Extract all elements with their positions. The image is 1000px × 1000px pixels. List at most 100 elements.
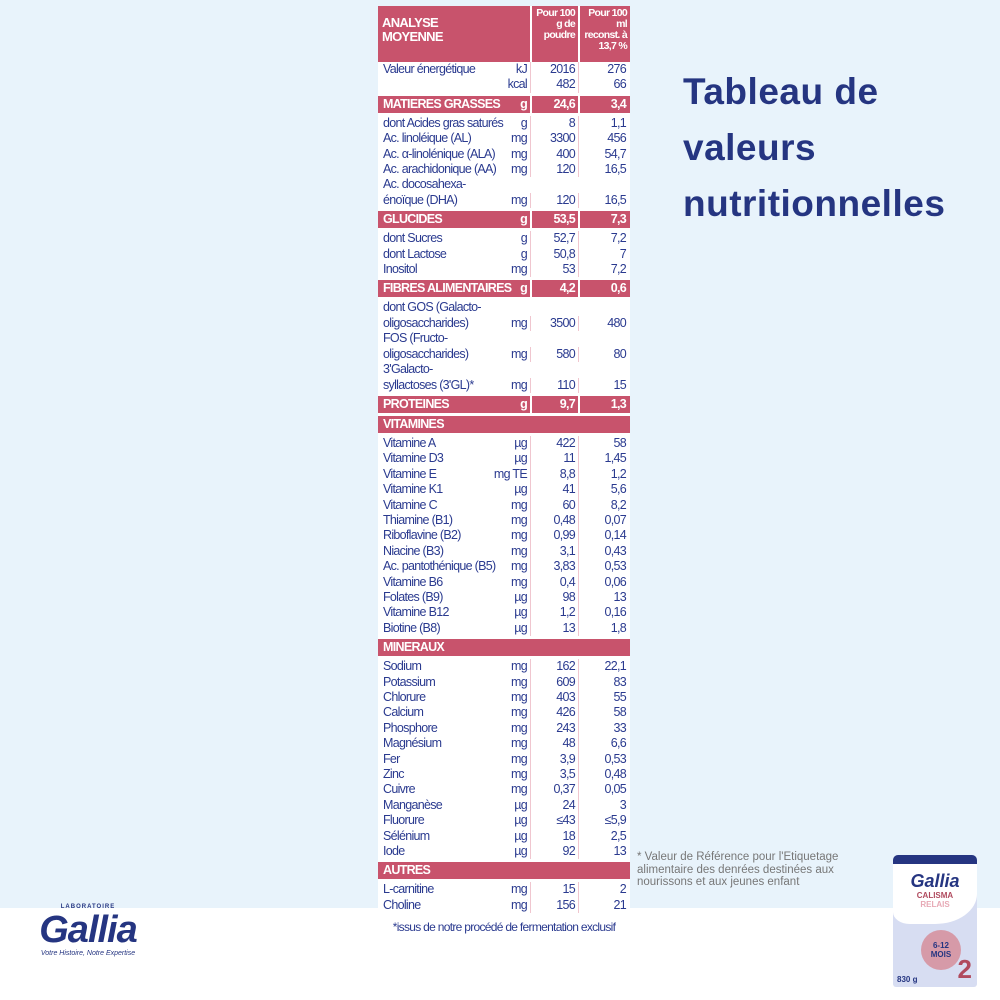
nutrient-name: AUTRES bbox=[383, 863, 431, 878]
nutrient-name: Potassium bbox=[383, 674, 436, 689]
unit: mg bbox=[511, 559, 528, 574]
nutrient-name: Niacine (B3) bbox=[383, 543, 444, 558]
nutrient-name: FIBRES ALIMENTAIRES bbox=[383, 281, 512, 296]
unit: mg bbox=[511, 574, 528, 589]
value-per-100ml: 58 bbox=[578, 705, 630, 721]
value-per-100ml: 1,2 bbox=[578, 466, 630, 483]
nutrient-name: PROTEINES bbox=[383, 396, 450, 411]
table-row: Fluorure µg ≤43 ≤5,9 bbox=[378, 813, 630, 829]
footnote: *issus de notre procédé de fermentation … bbox=[392, 920, 616, 935]
product-age: 6-12 bbox=[932, 941, 949, 950]
section-row: GLUCIDES g 53,5 7,3 bbox=[378, 211, 630, 229]
value-per-100g: 18 bbox=[530, 828, 578, 845]
value-per-100ml: 54,7 bbox=[578, 146, 630, 163]
unit: mg bbox=[511, 192, 528, 207]
value-per-100ml: 8,2 bbox=[578, 497, 630, 513]
unit: mg bbox=[511, 131, 528, 146]
value-per-100g: 3300 bbox=[530, 131, 578, 147]
value-per-100ml: 2,5 bbox=[578, 828, 630, 845]
value-per-100g: 4,2 bbox=[530, 280, 578, 298]
nutrient-name: Zinc bbox=[383, 767, 405, 782]
reference-note: * Valeur de Référence pour l'Etiquetage … bbox=[637, 851, 839, 888]
value-per-100g: 9,7 bbox=[530, 395, 578, 413]
unit: µg bbox=[514, 589, 527, 604]
value-per-100g: 53,5 bbox=[530, 211, 578, 229]
value-per-100g: 1,2 bbox=[530, 605, 578, 621]
unit: g bbox=[520, 281, 528, 296]
nutrient-name: Chlorure bbox=[383, 690, 426, 704]
value-per-100g: 482 bbox=[530, 77, 578, 93]
unit: mg bbox=[511, 346, 528, 361]
unit: µg bbox=[514, 813, 527, 828]
table-row: Ac. linoléique (AL) mg 3300 456 bbox=[378, 131, 630, 147]
value-per-100ml: 7,2 bbox=[578, 262, 630, 278]
nutrient-name: Ac. docosahexa- énoïque (DHA) bbox=[383, 177, 466, 207]
table-row: L-carnitine mg 15 2 bbox=[378, 882, 630, 898]
nutrient-name: VITAMINES bbox=[383, 416, 445, 431]
nutrient-name: dont Acides gras saturés bbox=[383, 115, 504, 130]
table-row: dont Acides gras saturés g 8 1,1 bbox=[378, 115, 630, 132]
value-per-100ml: 13 bbox=[578, 844, 630, 860]
table-header: ANALYSE MOYENNE Pour 100 g de poudre Pou… bbox=[378, 6, 630, 62]
section-row: VITAMINES bbox=[378, 415, 630, 433]
value-per-100ml: 3 bbox=[578, 797, 630, 814]
nutrient-name: Ac. linoléique (AL) bbox=[383, 131, 472, 146]
table-row: Vitamine E mg TE 8,8 1,2 bbox=[378, 466, 630, 483]
nutrient-name: Vitamine A bbox=[383, 435, 436, 450]
value-per-100ml: 0,53 bbox=[578, 751, 630, 768]
value-per-100ml: 21 bbox=[578, 897, 630, 914]
value-per-100g: 0,4 bbox=[530, 574, 578, 590]
nutrient-name: Vitamine C bbox=[383, 497, 438, 512]
value-per-100g: 3,83 bbox=[530, 559, 578, 575]
unit: mg bbox=[511, 782, 528, 797]
table-row: Valeur énergétique kJ 2016 276 bbox=[378, 62, 630, 78]
unit: µg bbox=[514, 797, 527, 812]
header-title: ANALYSE MOYENNE bbox=[382, 15, 444, 44]
logo-tagline: Votre Histoire, Notre Expertise bbox=[40, 950, 136, 957]
nutrient-name: Vitamine B12 bbox=[383, 605, 449, 620]
value-per-100g: 580 bbox=[530, 346, 578, 363]
table-row: 3'Galacto- syllactoses (3'GL)* mg 110 15 bbox=[378, 362, 630, 393]
value-per-100ml: 33 bbox=[578, 720, 630, 737]
unit: g bbox=[520, 231, 528, 246]
unit: µg bbox=[514, 435, 527, 450]
value-per-100g: 2016 bbox=[530, 62, 578, 78]
nutrient-name: Iode bbox=[383, 844, 405, 859]
value-per-100g: 41 bbox=[530, 482, 578, 498]
value-per-100ml: 7 bbox=[578, 246, 630, 263]
can-label bbox=[893, 864, 977, 924]
product-line1: CALISMA bbox=[916, 891, 954, 900]
value-per-100ml: 1,8 bbox=[578, 620, 630, 637]
nutrient-name: Sélénium bbox=[383, 828, 430, 843]
nutrient-name: dont GOS (Galacto- oligosaccharides) bbox=[383, 300, 482, 330]
nutrient-name: Folates (B9) bbox=[383, 589, 443, 604]
value-per-100ml: 1,45 bbox=[578, 451, 630, 467]
nutrient-name: L-carnitine bbox=[383, 882, 434, 897]
table-row: Phosphore mg 243 33 bbox=[378, 720, 630, 737]
nutrient-name: Choline bbox=[383, 897, 421, 912]
value-per-100ml: 15 bbox=[578, 377, 630, 393]
nutrient-name: Magnésium bbox=[383, 736, 442, 751]
table-row: Vitamine D3 µg 11 1,45 bbox=[378, 451, 630, 467]
section-row: PROTEINES g 9,7 1,3 bbox=[378, 395, 630, 413]
value-per-100g: 162 bbox=[530, 659, 578, 675]
unit: mg bbox=[511, 736, 528, 751]
table-row: dont Sucres g 52,7 7,2 bbox=[378, 231, 630, 247]
value-per-100ml: 1,3 bbox=[578, 395, 630, 413]
nutrient-name: Biotine (B8) bbox=[383, 620, 441, 635]
value-per-100g: 0,37 bbox=[530, 782, 578, 798]
value-per-100g: 24,6 bbox=[530, 95, 578, 113]
unit: mg bbox=[511, 315, 528, 330]
value-per-100g: 403 bbox=[530, 690, 578, 706]
unit: µg bbox=[514, 605, 527, 620]
table-body: Valeur énergétique kJ 2016 276 kcal 482 66 MATI… bbox=[378, 62, 630, 914]
table-row: Potassium mg 609 83 bbox=[378, 674, 630, 690]
value-per-100g: 8,8 bbox=[530, 466, 578, 483]
table-row: dont GOS (Galacto- oligosaccharides) mg 35… bbox=[378, 300, 630, 332]
unit: kJ bbox=[515, 62, 528, 76]
unit: µg bbox=[514, 844, 527, 859]
value-per-100g: 53 bbox=[530, 262, 578, 278]
value-per-100g: 92 bbox=[530, 844, 578, 860]
value-per-100g: 609 bbox=[530, 674, 578, 690]
unit: g bbox=[520, 115, 528, 130]
